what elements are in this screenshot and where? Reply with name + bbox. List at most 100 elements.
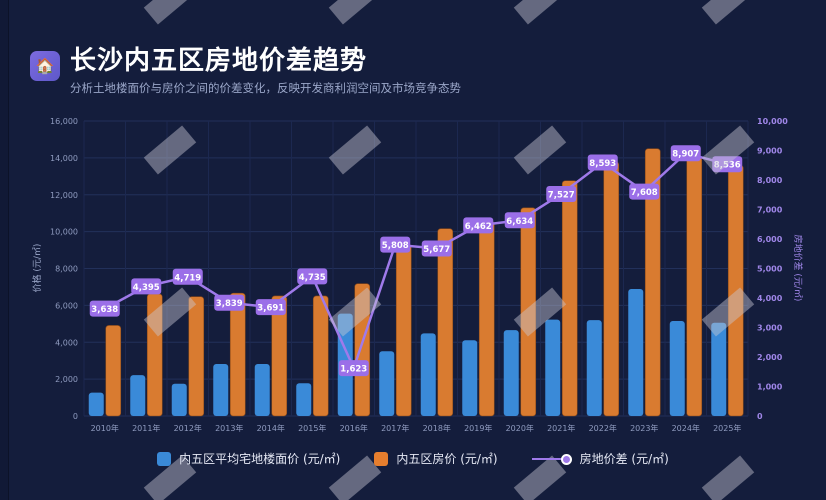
y-left-tick-label: 12,000 — [50, 191, 78, 200]
watermark — [513, 0, 567, 25]
legend-item-land-price[interactable]: 内五区平均宅地楼面价 (元/㎡) — [157, 450, 340, 467]
watermark — [143, 455, 197, 500]
bar-land-price — [669, 321, 685, 416]
y-right-tick-label: 7,000 — [757, 206, 783, 215]
y-left-tick-label: 14,000 — [50, 154, 78, 163]
legend-label: 内五区房价 (元/㎡) — [396, 452, 498, 466]
bar-house-price — [395, 243, 412, 417]
x-tick-label: 2025年 — [713, 423, 741, 433]
bar-land-price — [503, 330, 519, 416]
data-label: 3,691 — [257, 304, 284, 314]
y-left-tick-label: 8,000 — [55, 265, 78, 274]
data-label-box — [546, 185, 577, 202]
data-label: 1,623 — [340, 365, 367, 375]
data-label-box — [670, 145, 701, 162]
data-label-box — [172, 268, 203, 285]
data-label: 5,808 — [382, 241, 409, 251]
data-label: 8,536 — [714, 161, 741, 171]
bar-land-price — [462, 340, 478, 416]
legend-item-house-price[interactable]: 内五区房价 (元/㎡) — [374, 450, 498, 467]
data-label: 3,638 — [91, 305, 118, 315]
x-tick-label: 2023年 — [630, 423, 658, 433]
page-title: 长沙内五区房地价差趋势 — [70, 46, 368, 76]
y-right-tick-label: 3,000 — [757, 324, 783, 333]
watermark — [143, 125, 197, 175]
legend-line-icon — [531, 453, 572, 465]
y-right-tick-label: 4,000 — [757, 294, 783, 303]
watermark — [701, 287, 755, 337]
data-label: 6,462 — [465, 222, 492, 232]
data-label-box — [297, 268, 328, 285]
bar-land-price — [379, 351, 395, 416]
y-left-tick-label: 10,000 — [50, 228, 78, 237]
bar-house-price — [188, 296, 205, 417]
data-label-box — [463, 217, 494, 234]
y-right-tick-label: 6,000 — [757, 235, 783, 244]
x-tick-label: 2012年 — [174, 423, 202, 433]
bar-land-price — [171, 383, 187, 416]
watermark — [513, 287, 567, 337]
data-label: 8,593 — [589, 159, 616, 169]
legend-swatch-orange — [374, 451, 389, 466]
bar-house-price — [312, 295, 329, 417]
x-tick-label: 2015年 — [298, 423, 326, 433]
y-right-tick-label: 0 — [757, 412, 763, 421]
bar-house-price — [686, 156, 703, 417]
x-tick-label: 2016年 — [340, 423, 368, 433]
bar-land-price — [628, 288, 644, 416]
y-left-tick-label: 4,000 — [55, 338, 78, 347]
bar-land-price — [420, 333, 436, 416]
x-tick-label: 2011年 — [132, 423, 160, 433]
y-left-tick-label: 0 — [73, 412, 78, 421]
bar-land-price — [213, 364, 229, 416]
data-label: 4,395 — [133, 283, 160, 293]
bar-land-price — [586, 320, 602, 416]
y-left-tick-label: 6,000 — [55, 301, 78, 310]
legend-item-price-gap[interactable]: 房地价差 (元/㎡) — [531, 450, 669, 467]
page-subtitle: 分析土地楼面价与房价之间的价差变化，反映开发商利润空间及市场竞争态势 — [70, 81, 461, 95]
bar-land-price — [545, 319, 561, 416]
watermark — [328, 455, 382, 500]
data-label: 7,608 — [631, 188, 658, 198]
data-label-box — [338, 360, 369, 377]
data-label-box — [214, 294, 245, 311]
line-price-gap — [104, 151, 728, 372]
data-label-box — [712, 156, 743, 173]
watermark — [328, 287, 382, 337]
y-right-tick-label: 8,000 — [757, 176, 783, 185]
x-tick-label: 2013年 — [215, 423, 243, 433]
watermark — [513, 455, 567, 500]
bar-house-price — [561, 180, 578, 417]
bar-land-price — [296, 383, 312, 416]
x-tick-label: 2019年 — [464, 423, 492, 433]
data-label-box — [255, 299, 286, 316]
data-label: 6,634 — [506, 217, 533, 227]
bar-house-price — [105, 325, 122, 417]
data-label-box — [89, 300, 120, 317]
y-right-tick-label: 10,000 — [757, 117, 788, 126]
x-tick-label: 2014年 — [257, 423, 285, 433]
y-left-axis-title: 价格 (元/㎡) — [31, 244, 43, 293]
watermark — [701, 455, 755, 500]
legend-swatch-blue — [157, 451, 172, 466]
data-label: 4,719 — [174, 273, 201, 283]
data-label-box — [587, 154, 618, 171]
data-label: 3,839 — [216, 299, 243, 309]
legend-label: 房地价差 (元/㎡) — [579, 452, 669, 466]
legend: 内五区平均宅地楼面价 (元/㎡) 内五区房价 (元/㎡) 房地价差 (元/㎡) — [0, 450, 826, 467]
x-tick-label: 2024年 — [672, 423, 700, 433]
bar-land-price — [254, 364, 270, 416]
y-right-tick-label: 5,000 — [757, 265, 783, 274]
x-tick-label: 2022年 — [589, 423, 617, 433]
bar-house-price — [644, 148, 661, 417]
bar-house-price — [478, 220, 495, 417]
legend-label: 内五区平均宅地楼面价 (元/㎡) — [179, 452, 341, 466]
x-tick-label: 2017年 — [381, 423, 409, 433]
bar-land-price — [130, 375, 146, 416]
data-label: 8,907 — [672, 150, 699, 160]
x-tick-label: 2010年 — [91, 423, 119, 433]
data-label-box — [131, 278, 162, 295]
data-label-box — [421, 240, 452, 257]
x-tick-label: 2021年 — [547, 423, 575, 433]
bar-house-price — [229, 292, 246, 417]
